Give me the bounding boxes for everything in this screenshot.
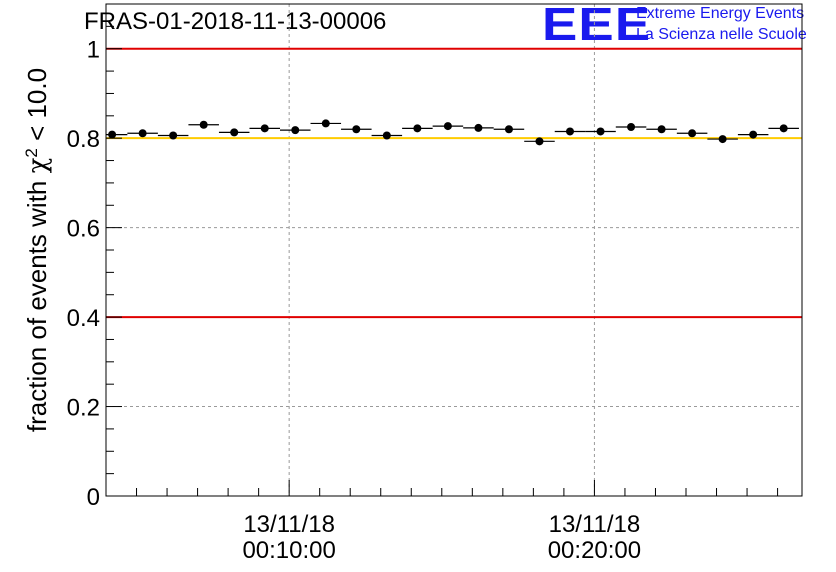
- data-points: [106, 119, 799, 146]
- logo-line-1: Extreme Energy Events: [636, 5, 805, 22]
- y-tick-label: 0.4: [67, 305, 100, 332]
- data-point: [108, 130, 117, 139]
- data-point: [779, 124, 788, 133]
- data-point: [627, 123, 636, 131]
- data-point: [443, 122, 452, 131]
- data-point: [535, 137, 544, 146]
- logo-line-2: La Scienza nelle Scuole: [636, 26, 807, 43]
- tick-labels: 00.20.40.60.8113/11/1800:10:0013/11/1800…: [67, 37, 642, 564]
- y-tick-label: 0: [87, 484, 100, 511]
- axes: [105, 3, 803, 497]
- x-tick-label-date: 13/11/18: [549, 511, 641, 538]
- y-tick-label: 1: [87, 37, 100, 64]
- data-point: [474, 123, 483, 132]
- x-tick-label-date: 13/11/18: [243, 511, 335, 538]
- grid-lines: [106, 4, 802, 496]
- data-point: [657, 125, 666, 134]
- y-tick-label: 0.6: [67, 216, 100, 243]
- data-point: [749, 130, 758, 139]
- data-point: [230, 128, 239, 137]
- y-tick-label: 0.2: [67, 395, 100, 422]
- data-point: [413, 124, 422, 133]
- data-point: [596, 127, 605, 136]
- data-point: [260, 124, 269, 133]
- data-point: [321, 119, 330, 128]
- data-point: [504, 125, 513, 134]
- data-point: [566, 127, 574, 136]
- y-axis-label: fraction of events with χ2 < 10.0: [22, 68, 54, 432]
- data-point: [138, 129, 147, 138]
- data-point: [382, 131, 391, 140]
- eee-logo-mark: EEE: [542, 0, 652, 50]
- plot-frame: [105, 3, 803, 497]
- data-point: [688, 129, 697, 138]
- data-point: [169, 131, 178, 140]
- plot-title: FRAS-01-2018-11-13-00006: [84, 8, 387, 35]
- data-point: [352, 125, 361, 134]
- data-point: [199, 120, 208, 129]
- data-point: [291, 126, 300, 135]
- x-tick-label-time: 00:20:00: [548, 537, 641, 564]
- reference-lines: [106, 47, 802, 319]
- y-tick-label: 0.8: [67, 126, 100, 153]
- data-point: [718, 135, 727, 144]
- x-tick-label-time: 00:10:00: [242, 537, 335, 564]
